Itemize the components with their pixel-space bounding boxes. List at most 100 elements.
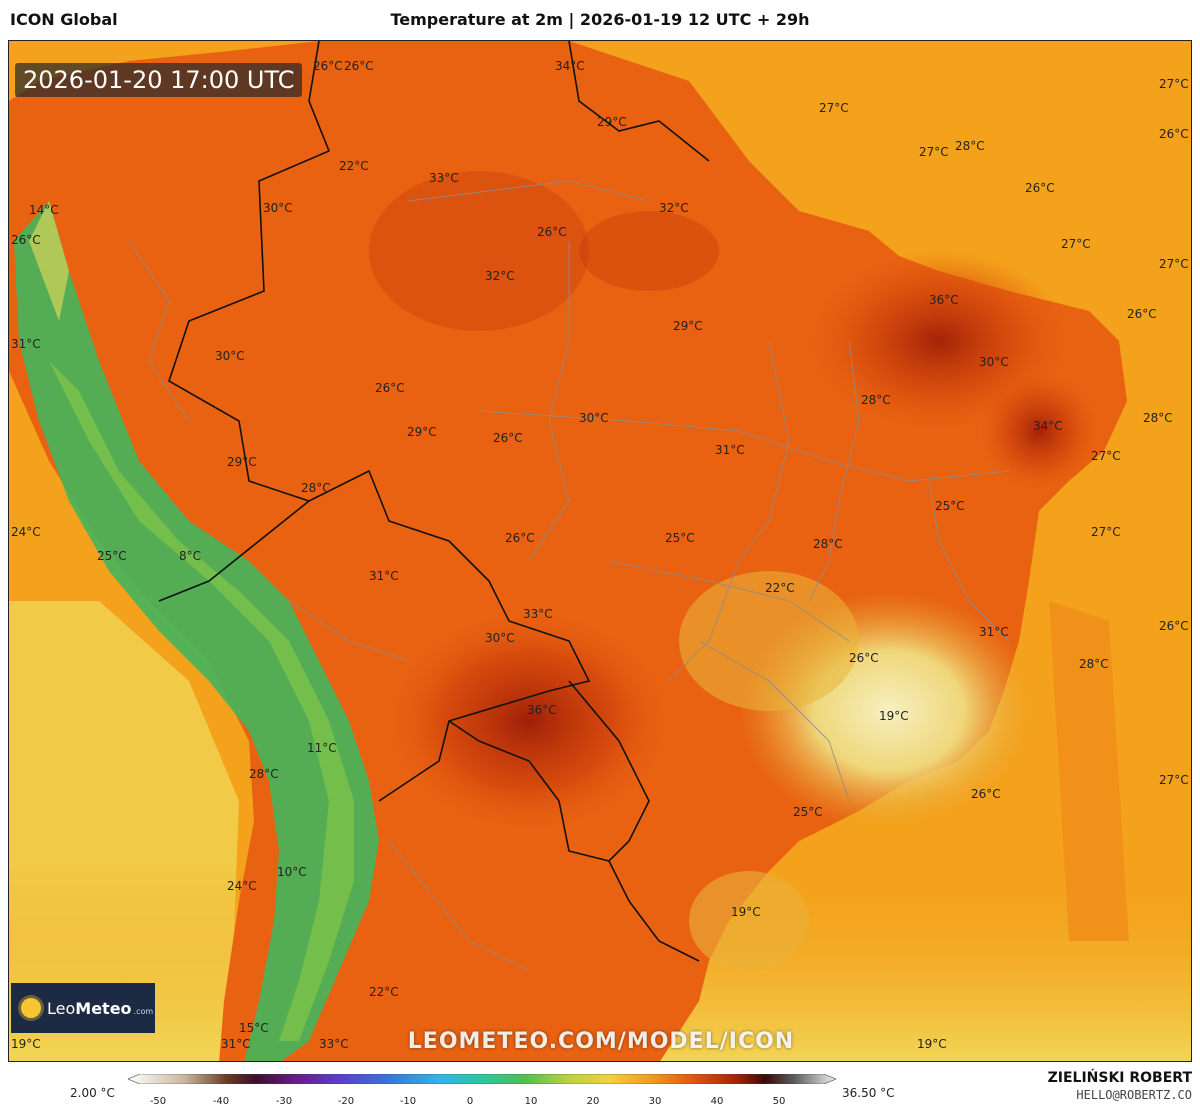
temp-label: 26°C — [537, 225, 567, 239]
header: ICON Global Temperature at 2m | 2026-01-… — [0, 0, 1200, 40]
scale-tick: 20 — [586, 1096, 600, 1107]
watermark-url: LEOMETEO.COM/MODEL/ICON — [407, 1029, 795, 1054]
scale-tick: -30 — [275, 1096, 293, 1107]
temp-label: 28°C — [249, 767, 279, 781]
scale-tick: -50 — [149, 1096, 167, 1107]
temp-label: 28°C — [1143, 411, 1173, 425]
temp-label: 30°C — [979, 355, 1009, 369]
temp-label: 31°C — [369, 569, 399, 583]
temp-label: 31°C — [221, 1037, 251, 1051]
temp-label: 26°C — [1159, 127, 1189, 141]
temp-label: 27°C — [819, 101, 849, 115]
temp-label: 22°C — [369, 985, 399, 999]
temp-label: 31°C — [715, 443, 745, 457]
temp-label: 28°C — [813, 537, 843, 551]
temp-label: 33°C — [429, 171, 459, 185]
temp-label: 26°C — [313, 59, 343, 73]
state-borders — [128, 180, 1010, 972]
temp-label: 15°C — [239, 1021, 269, 1035]
temp-label: 27°C — [1159, 257, 1189, 271]
author-name: ZIELIŃSKI ROBERT — [1047, 1070, 1192, 1086]
temp-label: 8°C — [179, 549, 202, 563]
temp-label: 27°C — [1159, 77, 1189, 91]
temp-label: 30°C — [579, 411, 609, 425]
map-title: Temperature at 2m | 2026-01-19 12 UTC + … — [390, 10, 810, 29]
temp-label: 30°C — [263, 201, 293, 215]
scale-tick: 40 — [710, 1096, 724, 1107]
andes-cold-belt — [14, 201, 379, 1061]
temp-label: 22°C — [765, 581, 795, 595]
temp-label: 24°C — [11, 525, 41, 539]
logo-suffix: .com — [133, 1006, 154, 1016]
temp-label: 29°C — [673, 319, 703, 333]
temp-label: 33°C — [523, 607, 553, 621]
temp-label: 26°C — [344, 59, 374, 73]
map-canvas — [9, 41, 1191, 1061]
scale-max-value: 36.50 °C — [842, 1086, 895, 1100]
temp-label: 26°C — [971, 787, 1001, 801]
temp-label: 34°C — [1033, 419, 1063, 433]
temp-label: 26°C — [493, 431, 523, 445]
temp-label: 27°C — [1061, 237, 1091, 251]
temp-label: 31°C — [979, 625, 1009, 639]
temp-label: 10°C — [277, 865, 307, 879]
temperature-map[interactable]: 2026-01-20 17:00 UTC 26°C 26°C 34°C 29°C… — [8, 40, 1192, 1062]
temp-label: 25°C — [665, 531, 695, 545]
logo-brand-light: Leo — [47, 998, 76, 1018]
temp-label: 14°C — [29, 203, 59, 217]
logo-brand-bold: Meteo — [75, 998, 132, 1018]
scale-tick: -10 — [399, 1096, 417, 1107]
sun-icon — [21, 998, 41, 1018]
scale-min-value: 2.00 °C — [70, 1086, 115, 1100]
leometeo-logo[interactable]: LeoMeteo .com — [11, 983, 155, 1033]
hot-zone-paraguay — [389, 611, 669, 831]
temp-label: 19°C — [731, 905, 761, 919]
temp-label: 19°C — [879, 709, 909, 723]
temp-label: 26°C — [11, 233, 41, 247]
temp-label: 24°C — [227, 879, 257, 893]
temp-label: 27°C — [1159, 773, 1189, 787]
color-scale-bar — [128, 1074, 836, 1084]
temp-label: 26°C — [1159, 619, 1189, 633]
temp-label: 30°C — [485, 631, 515, 645]
temp-label: 27°C — [919, 145, 949, 159]
temp-label: 22°C — [339, 159, 369, 173]
temp-label: 36°C — [527, 703, 557, 717]
temp-label: 31°C — [11, 337, 41, 351]
temp-label: 36°C — [929, 293, 959, 307]
temp-label: 28°C — [955, 139, 985, 153]
temp-label: 29°C — [407, 425, 437, 439]
temp-label: 34°C — [555, 59, 585, 73]
temp-label: 25°C — [935, 499, 965, 513]
scale-tick: 50 — [772, 1096, 786, 1107]
temp-label: 25°C — [97, 549, 127, 563]
temp-label: 26°C — [375, 381, 405, 395]
temp-label: 26°C — [1127, 307, 1157, 321]
scale-tick: -40 — [212, 1096, 230, 1107]
temp-label: 29°C — [227, 455, 257, 469]
temp-label: 19°C — [917, 1037, 947, 1051]
temp-label: 28°C — [301, 481, 331, 495]
temp-label: 30°C — [215, 349, 245, 363]
scale-tick: 30 — [648, 1096, 662, 1107]
temp-label: 11°C — [307, 741, 337, 755]
country-borders — [158, 41, 710, 962]
temp-label: 26°C — [505, 531, 535, 545]
scale-tick: 10 — [524, 1096, 538, 1107]
temp-label: 28°C — [861, 393, 891, 407]
temp-label: 19°C — [11, 1037, 41, 1051]
scale-tick: 0 — [466, 1096, 474, 1107]
temp-label: 29°C — [597, 115, 627, 129]
footer: 2.00 °C — [0, 1062, 1200, 1108]
temp-label: 28°C — [1079, 657, 1109, 671]
temp-label: 26°C — [849, 651, 879, 665]
temp-label: 27°C — [1091, 525, 1121, 539]
temp-label: 32°C — [485, 269, 515, 283]
temp-label: 27°C — [1091, 449, 1121, 463]
temp-label: 26°C — [1025, 181, 1055, 195]
contact-email[interactable]: HELLO@ROBERTZ.CO — [1076, 1088, 1192, 1102]
valid-time-badge: 2026-01-20 17:00 UTC — [15, 63, 303, 97]
scale-tick: -20 — [337, 1096, 355, 1107]
temp-label: 33°C — [319, 1037, 349, 1051]
model-name: ICON Global — [10, 10, 118, 29]
